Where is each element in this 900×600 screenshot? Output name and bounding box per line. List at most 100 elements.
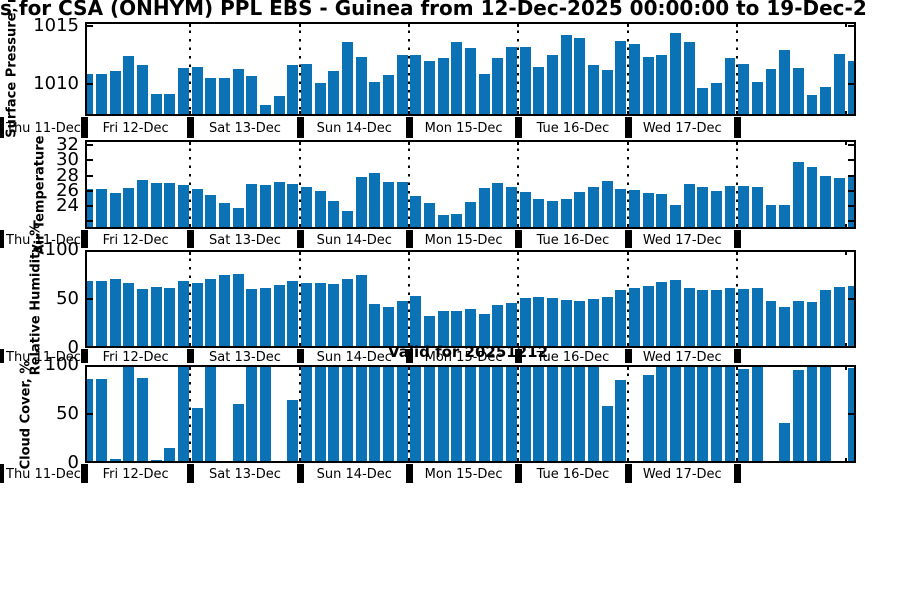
bar — [847, 367, 856, 463]
day-label: Sun 14-Dec — [316, 349, 392, 365]
day-separator-line — [298, 250, 301, 348]
bar — [724, 288, 736, 348]
bar — [574, 300, 586, 348]
bar — [164, 448, 176, 463]
bar — [164, 288, 176, 348]
bar — [587, 65, 599, 116]
bar — [396, 365, 408, 463]
bar — [109, 279, 121, 348]
bar — [123, 56, 135, 116]
day-separator-line — [626, 365, 629, 463]
bar — [396, 300, 408, 348]
day-separator-thick — [81, 349, 88, 363]
bar — [560, 299, 572, 348]
bar — [437, 214, 449, 229]
bar — [287, 65, 299, 116]
day-label: Thu 11-Dec — [6, 232, 81, 248]
bar — [96, 281, 107, 348]
bar — [164, 93, 176, 116]
bar — [219, 78, 230, 116]
bar — [669, 32, 681, 116]
y-tick-mark-right — [848, 143, 856, 146]
bar — [232, 273, 244, 348]
day-label: Tue 16-Dec — [536, 467, 610, 482]
bar — [642, 374, 654, 463]
day-label: Wed 17-Dec — [642, 467, 722, 482]
bar — [396, 182, 408, 229]
x-tick-mark-top — [407, 140, 410, 145]
bar — [546, 298, 558, 348]
y-tick-mark-right — [848, 298, 856, 300]
day-separator-thick — [405, 349, 413, 363]
bar — [464, 201, 476, 229]
bar — [205, 279, 217, 348]
bar — [137, 289, 148, 348]
x-tick-mark-bottom — [517, 111, 520, 116]
bar — [642, 193, 654, 229]
y-tick-label: 24 — [56, 195, 79, 217]
x-tick-mark-bottom — [626, 224, 629, 229]
bar — [779, 205, 791, 229]
bar — [751, 186, 763, 229]
day-label: Wed 17-Dec — [642, 121, 722, 136]
bar — [451, 41, 463, 116]
bar — [751, 288, 763, 348]
bar — [369, 81, 381, 116]
bar — [724, 365, 736, 463]
x-tick-mark-bottom — [189, 224, 192, 229]
bar — [300, 365, 312, 463]
bar — [150, 183, 162, 229]
bar — [259, 288, 271, 348]
bar — [519, 298, 531, 348]
bar — [205, 78, 217, 116]
bar — [587, 365, 599, 463]
bar — [123, 283, 135, 348]
chart-panel-0 — [85, 22, 856, 116]
bar — [328, 71, 340, 116]
bar — [259, 365, 271, 463]
bar — [587, 299, 599, 348]
x-tick-mark-bottom — [189, 458, 192, 463]
day-separator-thick — [0, 117, 4, 138]
bar — [423, 365, 435, 463]
bar — [96, 378, 107, 463]
y-tick-label: 30 — [56, 149, 79, 171]
bar — [492, 183, 504, 229]
x-tick-mark-bottom — [407, 458, 410, 463]
bar — [314, 83, 326, 116]
x-tick-mark-bottom — [517, 224, 520, 229]
y-tick-mark-left — [85, 250, 93, 251]
bar — [683, 183, 695, 229]
day-separator-line — [735, 365, 738, 463]
day-separator-thick — [187, 230, 195, 248]
day-separator-line — [407, 365, 410, 463]
bar — [738, 186, 750, 229]
bar — [669, 204, 681, 229]
y-tick-mark-right — [848, 189, 856, 192]
x-tick-mark-top — [845, 22, 848, 27]
bar — [300, 186, 312, 229]
bar — [191, 189, 203, 229]
y-tick-mark-right — [848, 462, 856, 463]
bar — [574, 38, 586, 116]
bar — [478, 73, 490, 116]
bar — [820, 175, 832, 229]
bar — [519, 191, 531, 229]
day-separator-line — [626, 250, 629, 348]
x-tick-mark-bottom — [735, 224, 738, 229]
bar — [806, 365, 818, 463]
bar — [150, 460, 162, 463]
day-label: Tue 16-Dec — [536, 232, 610, 248]
x-tick-mark-top — [735, 22, 738, 27]
day-separator-line — [298, 22, 301, 116]
bar — [710, 83, 722, 116]
day-separator-thick — [624, 349, 632, 363]
y-tick-mark-right — [848, 347, 856, 348]
bar — [451, 365, 463, 463]
bar — [355, 365, 367, 463]
day-label: Sun 14-Dec — [316, 121, 392, 136]
bar — [628, 44, 640, 116]
bar — [710, 365, 722, 463]
x-tick-mark-top — [845, 365, 848, 370]
bar — [369, 173, 381, 229]
